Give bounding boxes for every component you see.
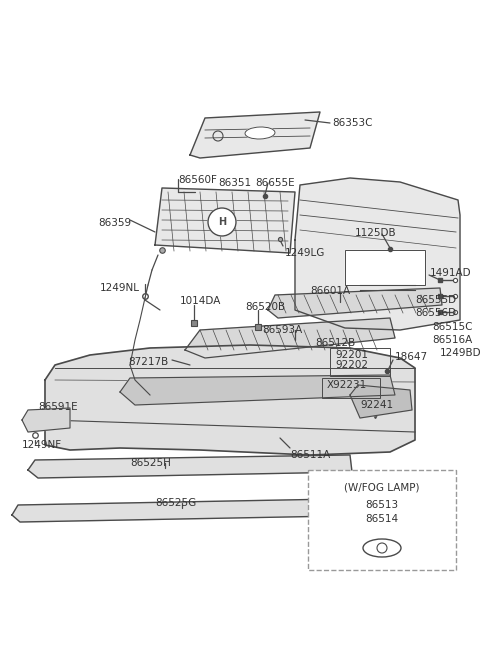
Text: 86359: 86359 <box>98 218 131 228</box>
Text: 1491AD: 1491AD <box>430 268 472 278</box>
Circle shape <box>377 543 387 553</box>
Text: 86511A: 86511A <box>290 450 330 460</box>
Text: 87217B: 87217B <box>128 357 168 367</box>
Text: 86515C: 86515C <box>432 322 472 332</box>
Bar <box>345 250 425 285</box>
Text: 92202: 92202 <box>335 360 368 370</box>
Polygon shape <box>350 385 412 418</box>
Text: 1249LG: 1249LG <box>285 248 325 258</box>
Polygon shape <box>120 375 395 405</box>
Bar <box>308 470 456 570</box>
Text: X92231: X92231 <box>327 380 367 390</box>
Text: 18647: 18647 <box>395 352 428 362</box>
Polygon shape <box>28 455 352 478</box>
Text: 1249NF: 1249NF <box>22 440 62 450</box>
Text: 86514: 86514 <box>365 514 398 524</box>
Text: 86516A: 86516A <box>432 335 472 345</box>
Polygon shape <box>22 408 70 432</box>
Polygon shape <box>155 188 295 253</box>
Text: 86560F: 86560F <box>178 175 217 185</box>
Bar <box>322 378 380 398</box>
Polygon shape <box>185 318 395 358</box>
Text: 86512B: 86512B <box>315 338 355 348</box>
Polygon shape <box>45 345 415 455</box>
Text: 86351: 86351 <box>218 178 251 188</box>
Polygon shape <box>295 178 460 330</box>
Text: 86556D: 86556D <box>415 308 456 318</box>
Text: 1249NL: 1249NL <box>100 283 140 293</box>
Text: 86513: 86513 <box>365 500 398 510</box>
Text: (W/FOG LAMP): (W/FOG LAMP) <box>344 482 420 492</box>
Text: 86525H: 86525H <box>130 458 171 468</box>
Ellipse shape <box>245 127 275 139</box>
Circle shape <box>208 208 236 236</box>
Text: 1125DB: 1125DB <box>355 228 396 238</box>
Polygon shape <box>12 498 392 522</box>
Bar <box>330 348 390 376</box>
Text: 86591E: 86591E <box>38 402 78 412</box>
Text: 1014DA: 1014DA <box>180 296 221 306</box>
Text: 86593A: 86593A <box>262 325 302 335</box>
Text: 1249BD: 1249BD <box>440 348 480 358</box>
Text: 86353C: 86353C <box>332 118 372 128</box>
Text: 92201: 92201 <box>335 350 368 360</box>
Polygon shape <box>190 112 320 158</box>
Text: 86655E: 86655E <box>255 178 295 188</box>
Text: 86520B: 86520B <box>245 302 285 312</box>
Text: 92241: 92241 <box>360 400 393 410</box>
Polygon shape <box>268 288 442 318</box>
Bar <box>345 250 425 285</box>
Text: H: H <box>218 217 226 227</box>
Text: 86555D: 86555D <box>415 295 456 305</box>
Text: 86525G: 86525G <box>155 498 196 508</box>
Text: 86601A: 86601A <box>310 286 350 296</box>
